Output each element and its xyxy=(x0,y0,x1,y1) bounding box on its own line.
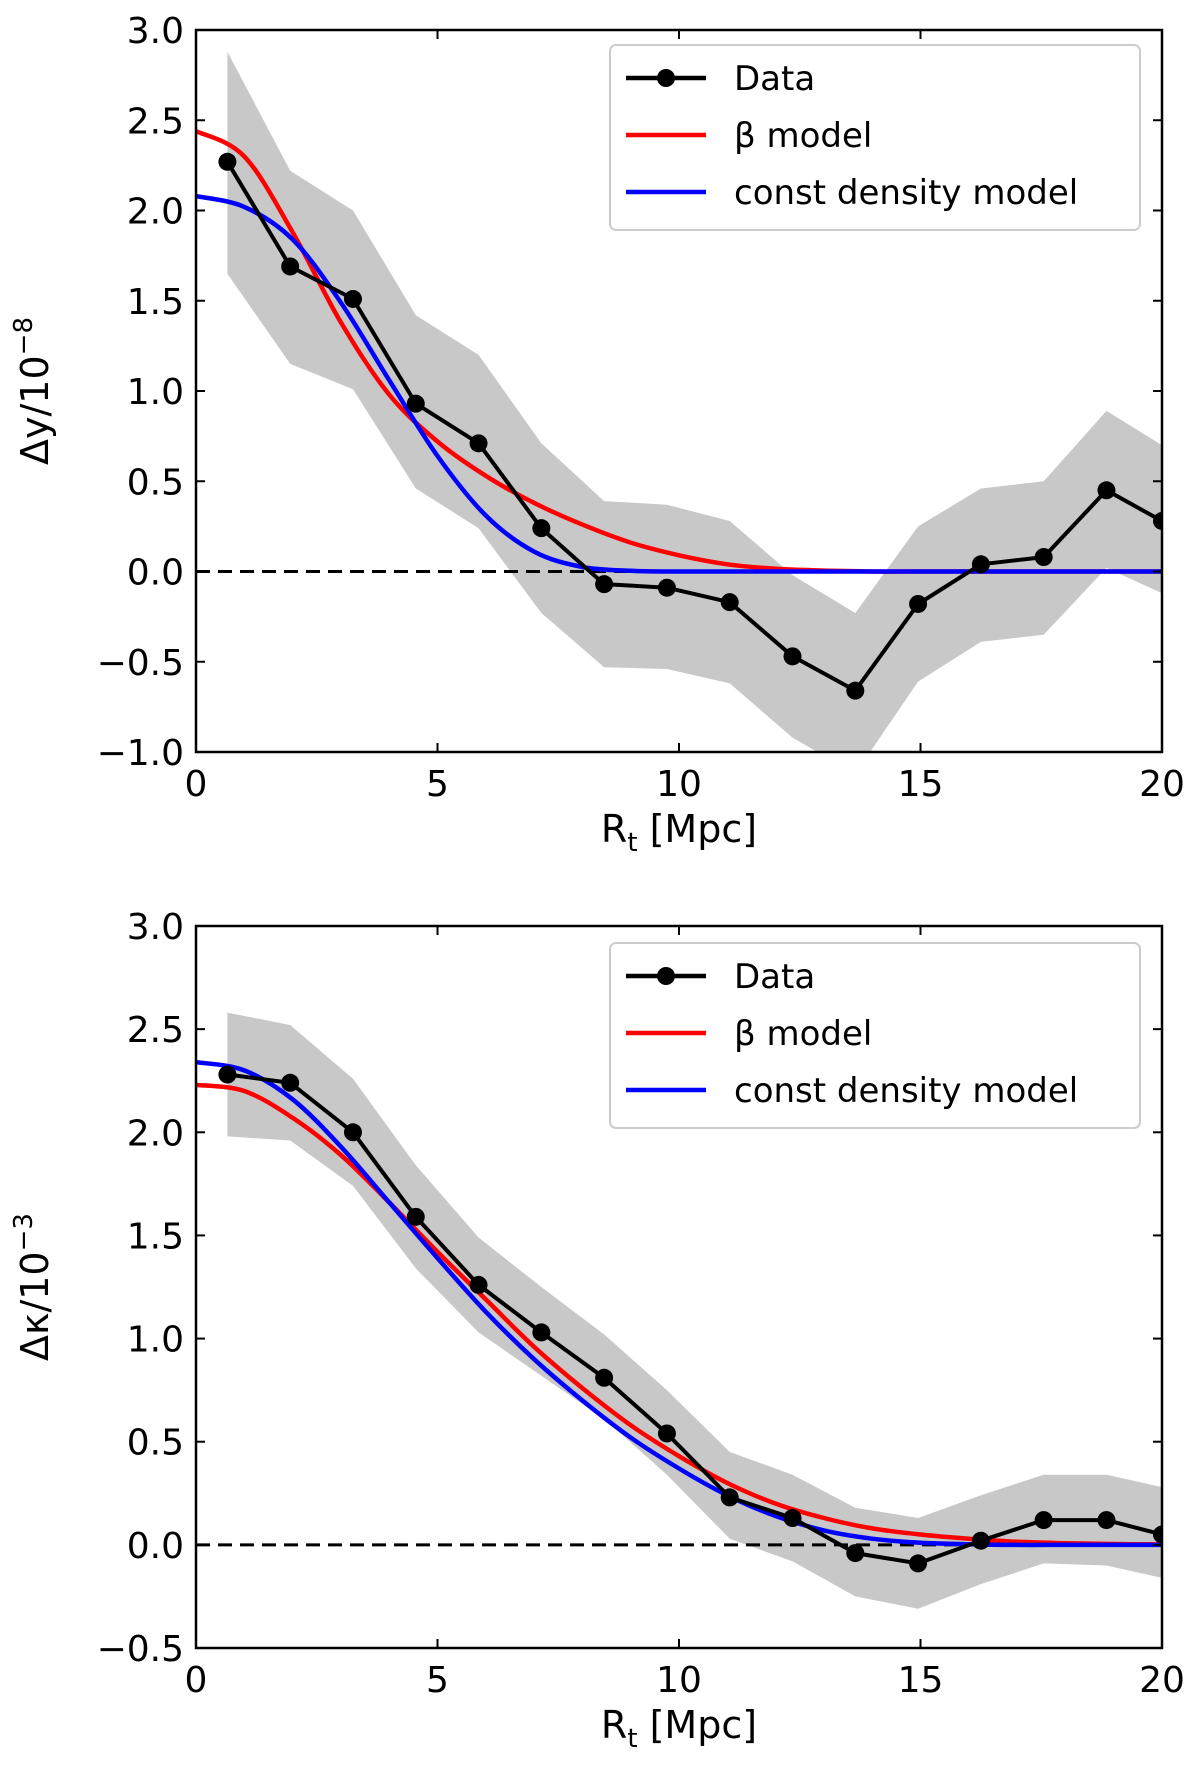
legend-beta-model-label: β model xyxy=(734,1014,872,1054)
beta-model-line xyxy=(196,1082,1162,1547)
plot-area xyxy=(196,1012,1162,1609)
legend-const-density-model-label: const density model xyxy=(734,1071,1078,1111)
data-point xyxy=(657,1424,676,1443)
data-point xyxy=(281,257,300,276)
legend-const-density-model-label: const density model xyxy=(734,173,1078,213)
x-axis-label: Rt [Mpc] xyxy=(601,1703,757,1754)
data-point xyxy=(846,681,865,700)
data-point xyxy=(720,593,739,612)
legend: Data β model const density model xyxy=(609,44,1141,231)
chart-panel-bottom: 0 5 10 15 20 −0.5 0.0 0.5 1.0 1.5 2.0 2.5 3.0 Rt [Mpc… xyxy=(9,907,1185,1754)
data-point xyxy=(1153,1525,1162,1544)
y-tick-label: 2.5 xyxy=(127,1010,184,1051)
x-tick-label: 5 xyxy=(426,764,449,805)
const-density-model-line xyxy=(196,193,1162,574)
data-point xyxy=(909,1554,928,1573)
x-tick-label: 10 xyxy=(656,1660,702,1701)
y-axis-label-sup: −8 xyxy=(9,317,39,355)
chart-panel-top: 0 5 10 15 20 −1.0 −0.5 0.0 0.5 1.0 1.5 2.0 2.5 3.0 Rt … xyxy=(9,11,1185,858)
y-tick-label: 1.5 xyxy=(127,282,184,323)
data-point xyxy=(469,1275,488,1294)
y-tick-label: −0.5 xyxy=(97,643,184,684)
legend-box xyxy=(609,942,1141,1129)
data-point xyxy=(343,289,362,308)
data-point xyxy=(281,1073,300,1092)
y-axis-label: Δκ/10−3 xyxy=(9,1213,57,1361)
y-tick-label: 2.5 xyxy=(127,101,184,142)
y-tick-label: 3.0 xyxy=(127,907,184,948)
x-tick-label: 10 xyxy=(656,764,702,805)
data-point xyxy=(846,1544,865,1563)
y-tick-label: −0.5 xyxy=(97,1629,184,1670)
data-point xyxy=(218,1065,237,1084)
legend-data-label: Data xyxy=(734,957,815,997)
plot-area xyxy=(196,51,1162,752)
y-axis-label-sup: −3 xyxy=(9,1213,39,1251)
data-point xyxy=(469,434,488,453)
data-point xyxy=(657,578,676,597)
uncertainty-band xyxy=(227,1012,1162,1609)
data-point xyxy=(1034,1511,1053,1530)
y-axis-label-main: Δκ/10 xyxy=(13,1251,57,1361)
y-tick-label: 2.0 xyxy=(127,1113,184,1154)
y-axis-label-main: Δy/10 xyxy=(13,355,57,465)
x-tick-label: 20 xyxy=(1139,764,1185,805)
y-tick-label: 0.5 xyxy=(127,1423,184,1464)
uncertainty-band xyxy=(227,51,1162,752)
data-point xyxy=(532,519,551,538)
data-point xyxy=(595,1368,614,1387)
data-point xyxy=(218,152,237,171)
x-tick-label: 0 xyxy=(185,1660,208,1701)
legend-data-marker xyxy=(657,967,675,985)
x-axis-label-sub: t xyxy=(627,828,637,858)
data-point xyxy=(532,1323,551,1342)
y-tick-label: 1.0 xyxy=(127,372,184,413)
y-tick-label: 1.5 xyxy=(127,1216,184,1257)
data-point xyxy=(406,394,425,413)
data-point xyxy=(595,575,614,594)
data-point xyxy=(720,1488,739,1507)
data-point xyxy=(406,1207,425,1226)
data-line xyxy=(227,1072,1162,1566)
legend-data-marker xyxy=(657,69,675,87)
x-tick-label: 20 xyxy=(1139,1660,1185,1701)
y-tick-label: 0.0 xyxy=(127,1526,184,1567)
data-point xyxy=(971,555,990,574)
y-tick-label: −1.0 xyxy=(97,733,184,774)
y-axis-label: Δy/10−8 xyxy=(9,317,57,465)
x-axis-label-sub: t xyxy=(627,1724,637,1754)
data-point xyxy=(783,1509,802,1528)
x-tick-label: 5 xyxy=(426,1660,449,1701)
const-density-model-line xyxy=(196,1059,1162,1548)
data-point xyxy=(1153,511,1162,530)
data-point xyxy=(971,1531,990,1550)
x-tick-label: 15 xyxy=(898,1660,944,1701)
x-axis-label-rest: [Mpc] xyxy=(638,807,758,851)
x-tick-label: 0 xyxy=(185,764,208,805)
x-axis-label-rest: [Mpc] xyxy=(638,1703,758,1747)
data-point xyxy=(783,647,802,666)
legend-box xyxy=(609,44,1141,231)
data-point xyxy=(343,1123,362,1142)
data-point xyxy=(1097,481,1116,500)
x-axis-label-main: R xyxy=(601,807,627,851)
y-tick-label: 1.0 xyxy=(127,1320,184,1361)
legend: Data β model const density model xyxy=(609,942,1141,1129)
y-tick-label: 0.0 xyxy=(127,553,184,594)
x-axis-label: Rt [Mpc] xyxy=(601,807,757,858)
data-point xyxy=(1097,1511,1116,1530)
data-point xyxy=(909,594,928,613)
y-tick-label: 2.0 xyxy=(127,192,184,233)
legend-beta-model-label: β model xyxy=(734,116,872,156)
x-tick-label: 15 xyxy=(898,764,944,805)
y-tick-label: 0.5 xyxy=(127,462,184,503)
y-tick-label: 3.0 xyxy=(127,11,184,52)
x-axis-label-main: R xyxy=(601,1703,627,1747)
data-point xyxy=(1034,548,1053,567)
data-line xyxy=(225,160,1162,693)
legend-data-label: Data xyxy=(734,59,815,99)
